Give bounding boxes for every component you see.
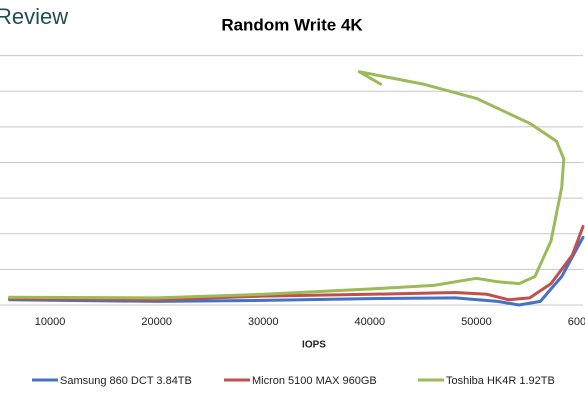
legend-label: Micron 5100 MAX 960GB xyxy=(252,375,377,387)
x-tick-label: 60000 xyxy=(568,316,585,328)
x-tick-label: 20000 xyxy=(141,316,172,328)
legend-label: Samsung 860 DCT 3.84TB xyxy=(60,375,192,387)
series-line xyxy=(8,225,585,302)
x-tick-label: 30000 xyxy=(248,316,279,328)
series-line xyxy=(8,235,585,307)
series-line xyxy=(8,70,566,300)
legend-label: Toshiba HK4R 1.92TB xyxy=(446,375,555,387)
x-tick-label: 50000 xyxy=(461,316,492,328)
chart-title: Random Write 4K xyxy=(221,15,363,34)
x-tick-label: 40000 xyxy=(355,316,386,328)
brand-logo: Review xyxy=(0,4,68,29)
x-axis-label: IOPS xyxy=(302,340,326,351)
x-tick-label: 10000 xyxy=(35,316,66,328)
